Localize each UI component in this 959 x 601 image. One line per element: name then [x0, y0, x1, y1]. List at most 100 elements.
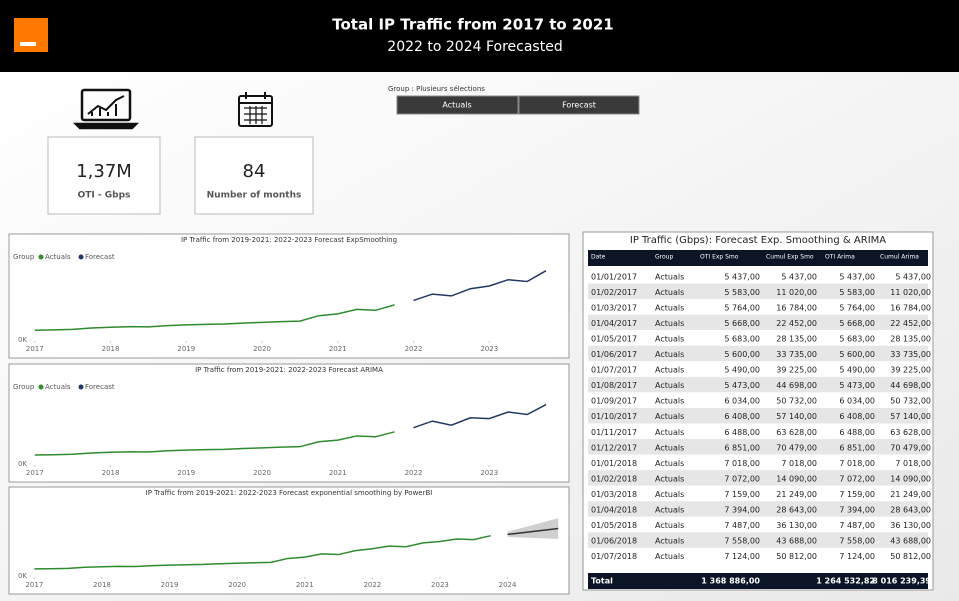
table-cell: 6 408,00	[839, 412, 875, 421]
x-tick-label: 2024	[499, 581, 517, 589]
table-cell: 22 452,00	[890, 319, 931, 328]
column-header: Cumul Exp Smo	[766, 254, 814, 261]
x-tick-label: 2023	[431, 581, 449, 589]
y-tick-label: 0K	[18, 572, 27, 580]
table-cell: Actuals	[655, 366, 684, 375]
table-cell: 7 072,00	[839, 474, 875, 483]
table-cell: 7 072,00	[724, 474, 760, 483]
slicer-button[interactable]	[396, 95, 519, 115]
table-cell: 01/03/2017	[591, 303, 637, 312]
table-cell: 33 735,00	[890, 350, 931, 359]
legend-title: Group	[13, 383, 35, 391]
table-row	[588, 407, 928, 424]
logo	[14, 18, 48, 52]
legend-marker	[38, 384, 44, 390]
table-cell: 11 020,00	[776, 288, 817, 297]
table-cell: 01/07/2017	[591, 366, 637, 375]
table-cell: 50 812,00	[890, 552, 931, 561]
chart-panel	[8, 363, 570, 483]
table-cell: 5 437,00	[895, 272, 931, 281]
table-cell: 7 159,00	[724, 490, 760, 499]
table-cell: 01/10/2017	[591, 412, 637, 421]
table-cell: 50 812,00	[776, 552, 817, 561]
table-row	[588, 392, 928, 408]
table-cell: 5 473,00	[839, 381, 875, 390]
x-tick-label: 2023	[480, 345, 498, 353]
table-row	[588, 423, 928, 440]
table-cell: 5 668,00	[724, 319, 760, 328]
chart-title: IP Traffic from 2019-2021: 2022-2023 For…	[195, 366, 383, 374]
table-cell: 14 090,00	[776, 474, 817, 483]
table-cell: 5 683,00	[839, 334, 875, 343]
y-tick-label: 0K	[18, 460, 27, 468]
table-row	[588, 314, 928, 331]
table-row	[588, 283, 928, 300]
logo-mark	[20, 42, 36, 46]
total-cell: 1 368 886,00	[701, 577, 760, 586]
x-tick-label: 2019	[161, 581, 179, 589]
x-tick-label: 2020	[228, 581, 246, 589]
table-cell: 7 018,00	[781, 459, 817, 468]
x-tick-label: 2021	[329, 469, 347, 477]
table-cell: 6 034,00	[724, 397, 760, 406]
table-cell: 7 558,00	[839, 537, 875, 546]
x-tick-label: 2020	[253, 469, 271, 477]
legend-marker	[38, 254, 44, 260]
table-row	[588, 470, 928, 486]
chart-icon	[72, 88, 140, 130]
table-row	[588, 299, 928, 315]
table-cell: 5 764,00	[839, 303, 875, 312]
table-row	[588, 485, 928, 502]
table-cell: Actuals	[655, 350, 684, 359]
title: Total IP Traffic from 2017 to 2021	[332, 16, 613, 34]
table-cell: 70 479,00	[776, 443, 817, 452]
table-cell: 39 225,00	[890, 366, 931, 375]
x-tick-label: 2018	[102, 345, 120, 353]
table-cell: 5 600,00	[839, 350, 875, 359]
table-cell: 01/05/2017	[591, 334, 637, 343]
table-cell: 01/04/2018	[591, 506, 637, 515]
table-cell: 6 488,00	[724, 428, 760, 437]
x-tick-label: 2022	[405, 345, 423, 353]
table-cell: 01/09/2017	[591, 397, 637, 406]
x-tick-label: 2021	[329, 345, 347, 353]
table-cell: Actuals	[655, 334, 684, 343]
table-cell: Actuals	[655, 288, 684, 297]
table-row	[588, 532, 928, 548]
slicer-option[interactable]: Actuals	[442, 101, 471, 110]
table-cell: 6 034,00	[839, 397, 875, 406]
table-cell: 5 490,00	[839, 366, 875, 375]
table-cell: 5 473,00	[724, 381, 760, 390]
line-series	[34, 431, 395, 456]
x-tick-label: 2021	[296, 581, 314, 589]
line-series	[413, 403, 547, 429]
table-cell: 14 090,00	[890, 474, 931, 483]
header-bar	[0, 0, 959, 72]
table-cell: 01/05/2018	[591, 521, 637, 530]
table-cell: 16 784,00	[776, 303, 817, 312]
calendar-icon	[238, 92, 273, 127]
table-cell: Actuals	[655, 319, 684, 328]
table-cell: 63 628,00	[776, 428, 817, 437]
table-cell: 01/06/2017	[591, 350, 637, 359]
x-tick-label: 2020	[253, 345, 271, 353]
table-cell: Actuals	[655, 537, 684, 546]
table-cell: Actuals	[655, 272, 684, 281]
table-cell: 5 600,00	[724, 350, 760, 359]
table-cell: 5 764,00	[724, 303, 760, 312]
table-cell: 5 437,00	[839, 272, 875, 281]
slicer-option[interactable]: Forecast	[562, 101, 596, 110]
legend-label: Actuals	[45, 383, 71, 391]
table-cell: 7 159,00	[839, 490, 875, 499]
table-cell: 7 394,00	[839, 506, 875, 515]
slicer-button[interactable]	[518, 95, 640, 115]
table-cell: 7 018,00	[724, 459, 760, 468]
table-cell: 5 583,00	[839, 288, 875, 297]
table-row	[588, 345, 928, 362]
legend-label: Forecast	[85, 383, 115, 391]
table-cell: 11 020,00	[890, 288, 931, 297]
chart-title: IP Traffic from 2019-2021: 2022-2023 For…	[181, 236, 397, 244]
table-cell: Actuals	[655, 490, 684, 499]
table-cell: 5 583,00	[724, 288, 760, 297]
